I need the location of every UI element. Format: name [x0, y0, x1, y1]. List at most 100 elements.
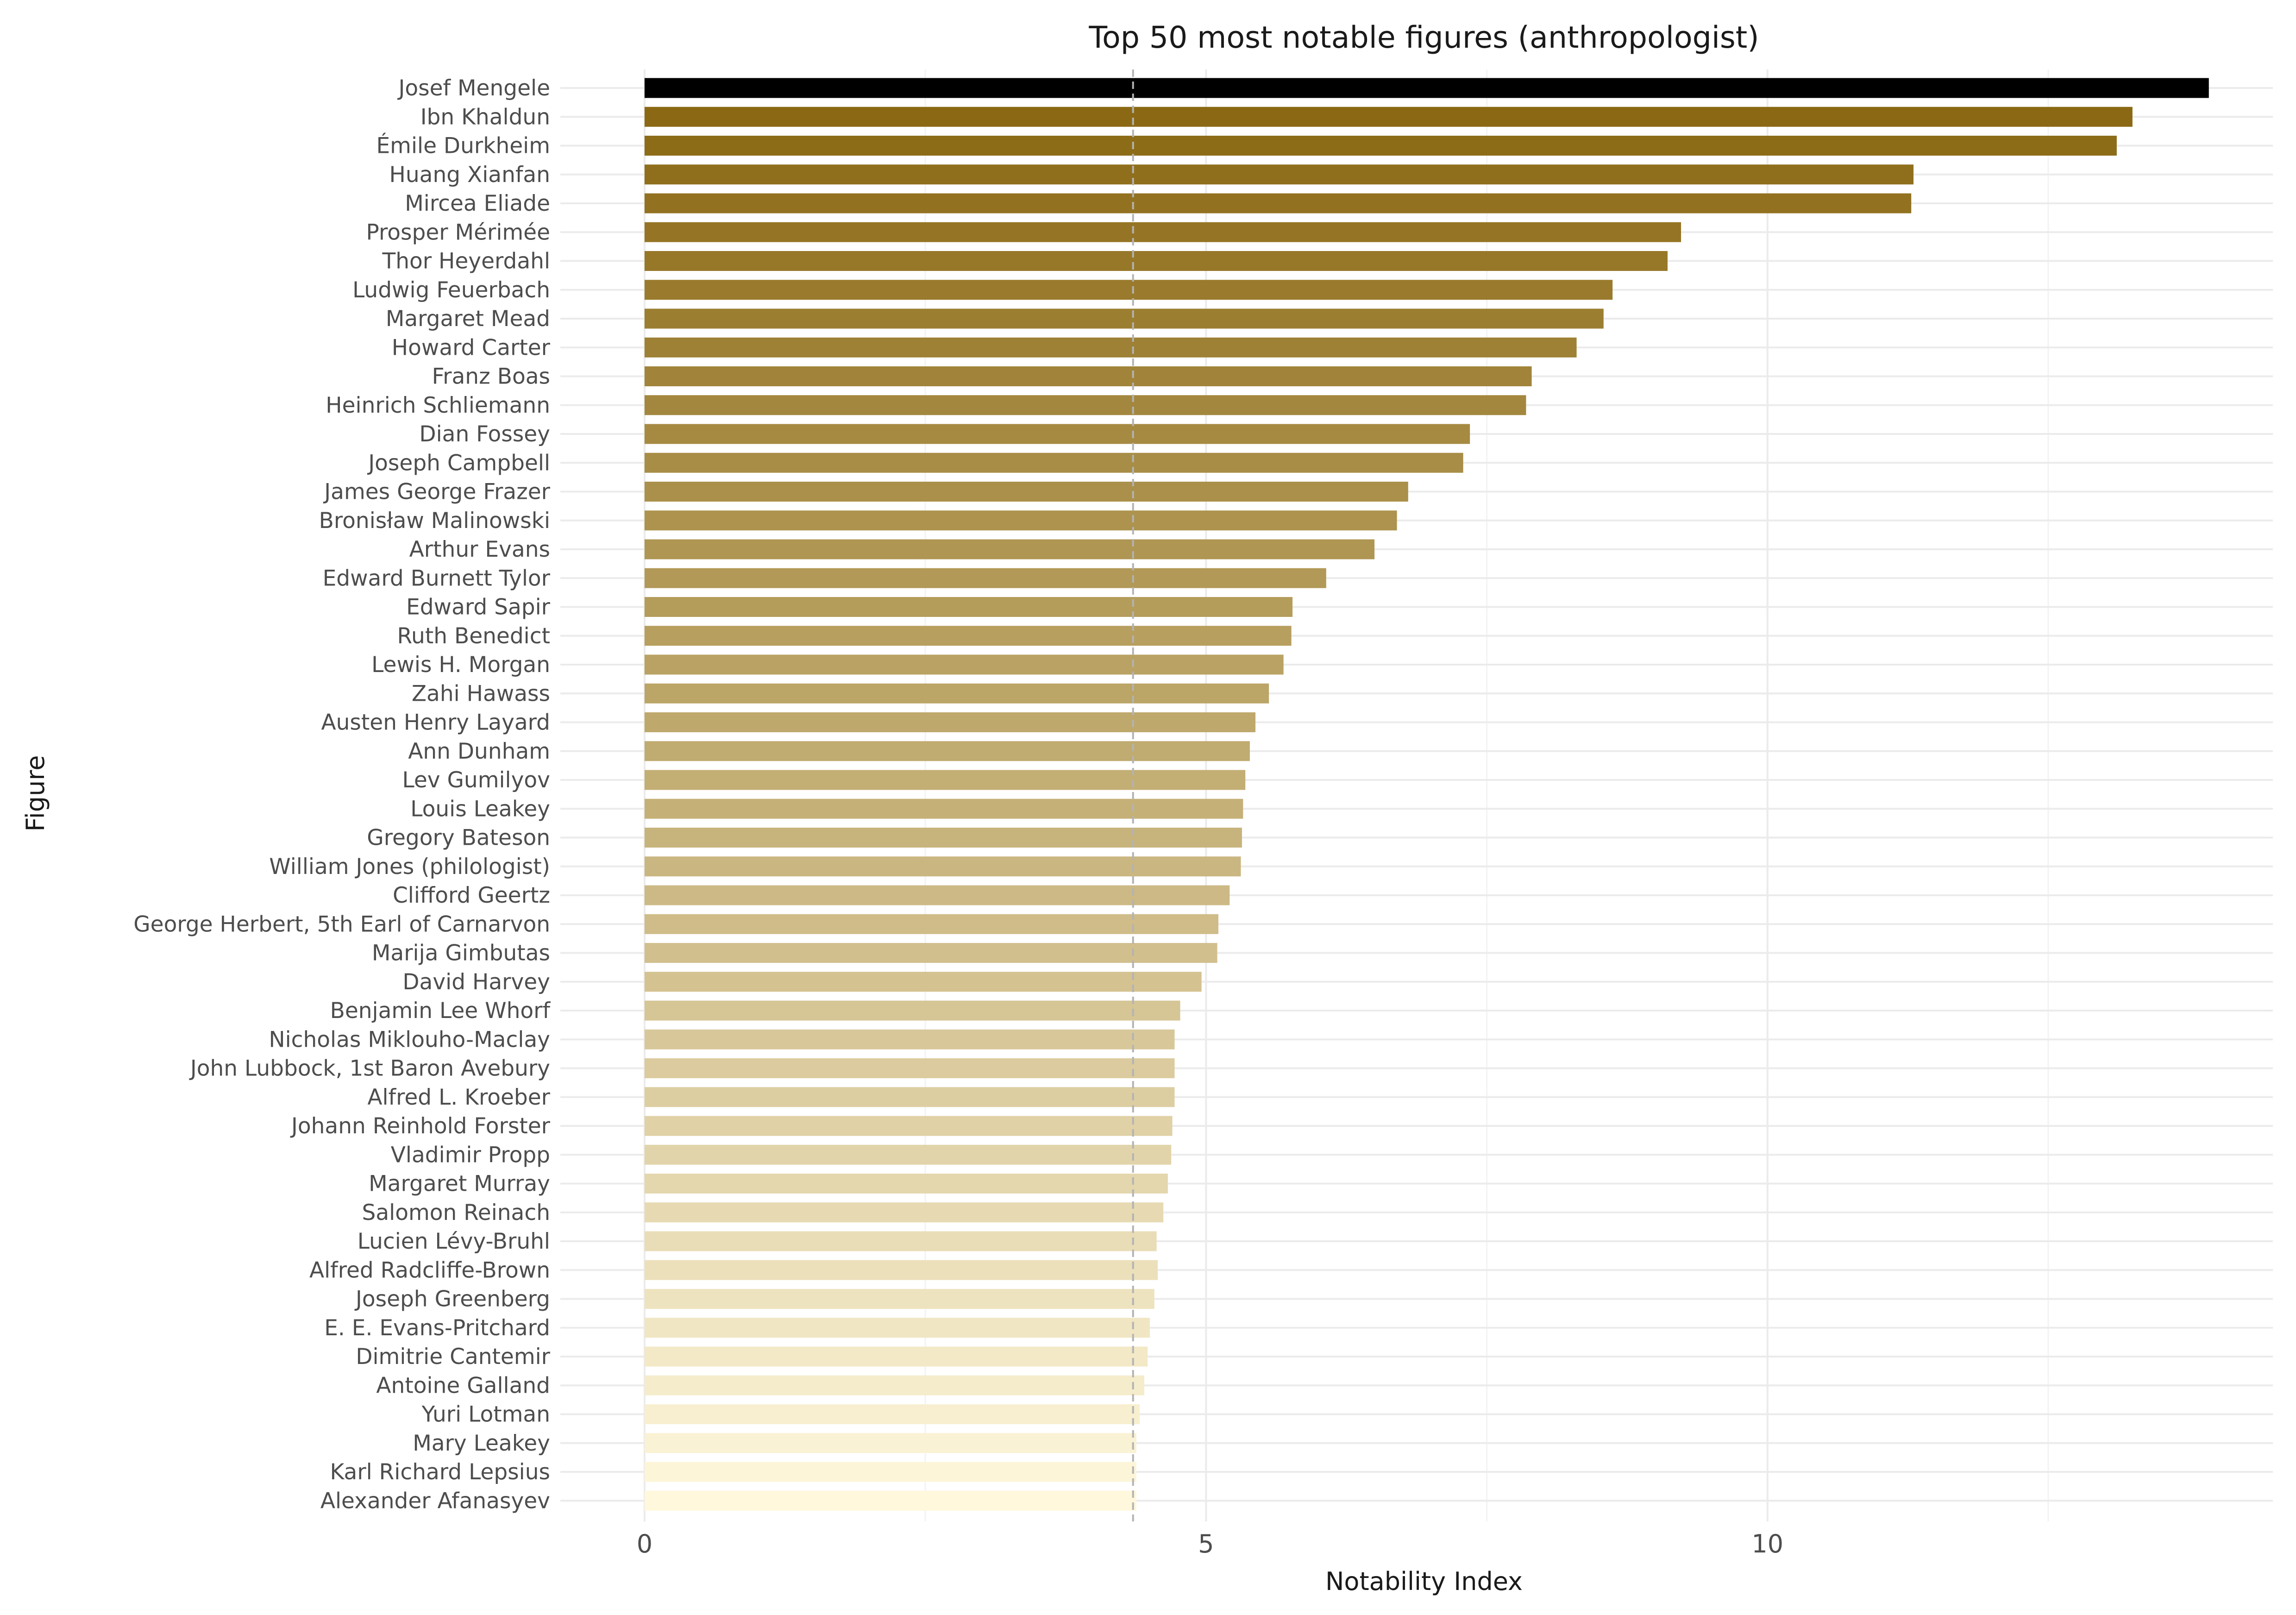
y-tick-label: Ruth Benedict	[397, 623, 550, 649]
x-axis-title: Notability Index	[1325, 1567, 1523, 1596]
y-tick-label: Mary Leakey	[413, 1431, 550, 1456]
bar	[644, 568, 1326, 588]
y-tick-label: Joseph Campbell	[367, 450, 550, 476]
x-tick-label: 10	[1751, 1529, 1783, 1558]
bar	[644, 424, 1470, 444]
bar	[644, 856, 1241, 877]
y-tick-label: Arthur Evans	[409, 537, 550, 562]
bar	[644, 1087, 1175, 1107]
y-tick-label: Ibn Khaldun	[420, 104, 550, 130]
y-tick-label: Austen Henry Layard	[321, 710, 550, 735]
y-tick-label: Mircea Eliade	[405, 191, 550, 216]
bar	[644, 1144, 1172, 1165]
y-tick-label: John Lubbock, 1st Baron Avebury	[189, 1056, 550, 1081]
y-tick-label: Karl Richard Lepsius	[330, 1459, 550, 1485]
y-tick-label: Heinrich Schliemann	[326, 393, 550, 418]
y-tick-label: David Harvey	[402, 969, 550, 995]
y-tick-label: Prosper Mérimée	[366, 220, 550, 245]
y-tick-label: Yuri Lotman	[421, 1402, 550, 1427]
bar	[644, 1490, 1136, 1511]
bar	[644, 251, 1668, 271]
y-tick-label: Edward Burnett Tylor	[323, 566, 551, 591]
bar	[644, 107, 2133, 127]
y-tick-label: Ludwig Feuerbach	[352, 277, 550, 303]
bar	[644, 1202, 1164, 1223]
y-tick-label: Benjamin Lee Whorf	[330, 998, 551, 1024]
y-tick-label: Margaret Murray	[369, 1171, 550, 1197]
chart-title: Top 50 most notable figures (anthropolog…	[1088, 20, 1759, 55]
y-tick-label: Franz Boas	[432, 364, 550, 390]
bar	[644, 1058, 1175, 1078]
y-tick-label: William Jones (philologist)	[269, 854, 550, 880]
y-tick-label: Émile Durkheim	[376, 133, 550, 159]
bar	[644, 164, 1914, 185]
bar	[644, 1375, 1144, 1395]
bar	[644, 712, 1256, 732]
x-tick-label: 5	[1198, 1529, 1214, 1558]
y-axis-tick-labels: Josef Mengele Ibn Khaldun Émile Durkheim Hu…	[133, 75, 551, 1514]
x-axis-tick-labels: 0 5 10	[637, 1529, 1783, 1558]
y-tick-label: Lewis H. Morgan	[371, 652, 550, 678]
y-tick-label: James George Frazer	[323, 479, 550, 505]
bar	[644, 1116, 1173, 1136]
y-tick-label: Dian Fossey	[419, 421, 550, 447]
bar	[644, 654, 1284, 675]
bar	[644, 337, 1577, 358]
bar	[644, 539, 1375, 559]
y-axis-title: Figure	[21, 755, 50, 832]
y-tick-label: Margaret Mead	[386, 306, 550, 332]
y-tick-label: Lucien Lévy-Bruhl	[358, 1229, 550, 1254]
bar	[644, 366, 1532, 386]
bar	[644, 972, 1202, 992]
bar	[644, 222, 1681, 242]
y-tick-label: Zahi Hawass	[412, 681, 550, 706]
bar	[644, 1029, 1175, 1049]
bar	[644, 741, 1250, 761]
y-tick-label: Alexander Afanasyev	[320, 1488, 550, 1514]
y-tick-label: Joseph Greenberg	[354, 1287, 550, 1312]
bar	[644, 597, 1293, 617]
y-tick-label: George Herbert, 5th Earl of Carnarvon	[133, 911, 550, 937]
bar	[644, 626, 1292, 646]
bar	[644, 828, 1242, 848]
y-tick-label: Alfred Radcliffe-Brown	[309, 1257, 550, 1283]
bar	[644, 683, 1269, 704]
bar	[644, 1318, 1150, 1338]
bar	[644, 1260, 1158, 1280]
bar	[644, 1174, 1168, 1194]
bar	[644, 1289, 1154, 1309]
bar	[644, 885, 1230, 905]
y-tick-label: Ann Dunham	[408, 739, 550, 764]
y-tick-label: Howard Carter	[392, 335, 551, 360]
y-tick-label: Vladimir Propp	[391, 1142, 550, 1168]
y-tick-label: Antoine Galland	[376, 1373, 550, 1398]
y-tick-label: Nicholas Miklouho-Maclay	[269, 1027, 550, 1052]
bar	[644, 308, 1604, 329]
bar	[644, 770, 1246, 790]
bar	[644, 1433, 1136, 1453]
y-tick-label: Thor Heyerdahl	[382, 249, 550, 274]
y-tick-label: Louis Leakey	[410, 796, 550, 822]
bar	[644, 1462, 1136, 1482]
y-tick-label: Alfred L. Kroeber	[367, 1085, 550, 1110]
bar	[644, 510, 1397, 531]
bar	[644, 482, 1408, 502]
bars	[644, 78, 2209, 1511]
bar	[644, 943, 1217, 963]
y-tick-label: E. E. Evans-Pritchard	[324, 1315, 550, 1341]
y-tick-label: Clifford Geertz	[393, 883, 550, 908]
bar	[644, 1000, 1180, 1021]
y-tick-label: Gregory Bateson	[367, 825, 550, 851]
bar	[644, 1231, 1157, 1251]
y-tick-label: Bronisław Malinowski	[319, 508, 550, 534]
y-tick-label: Lev Gumilyov	[402, 767, 550, 793]
bar	[644, 914, 1219, 934]
y-tick-label: Josef Mengele	[397, 75, 551, 101]
bar	[644, 395, 1526, 415]
bar	[644, 1404, 1140, 1424]
bar	[644, 136, 2117, 156]
y-tick-label: Salomon Reinach	[362, 1200, 550, 1225]
bar	[644, 798, 1243, 819]
